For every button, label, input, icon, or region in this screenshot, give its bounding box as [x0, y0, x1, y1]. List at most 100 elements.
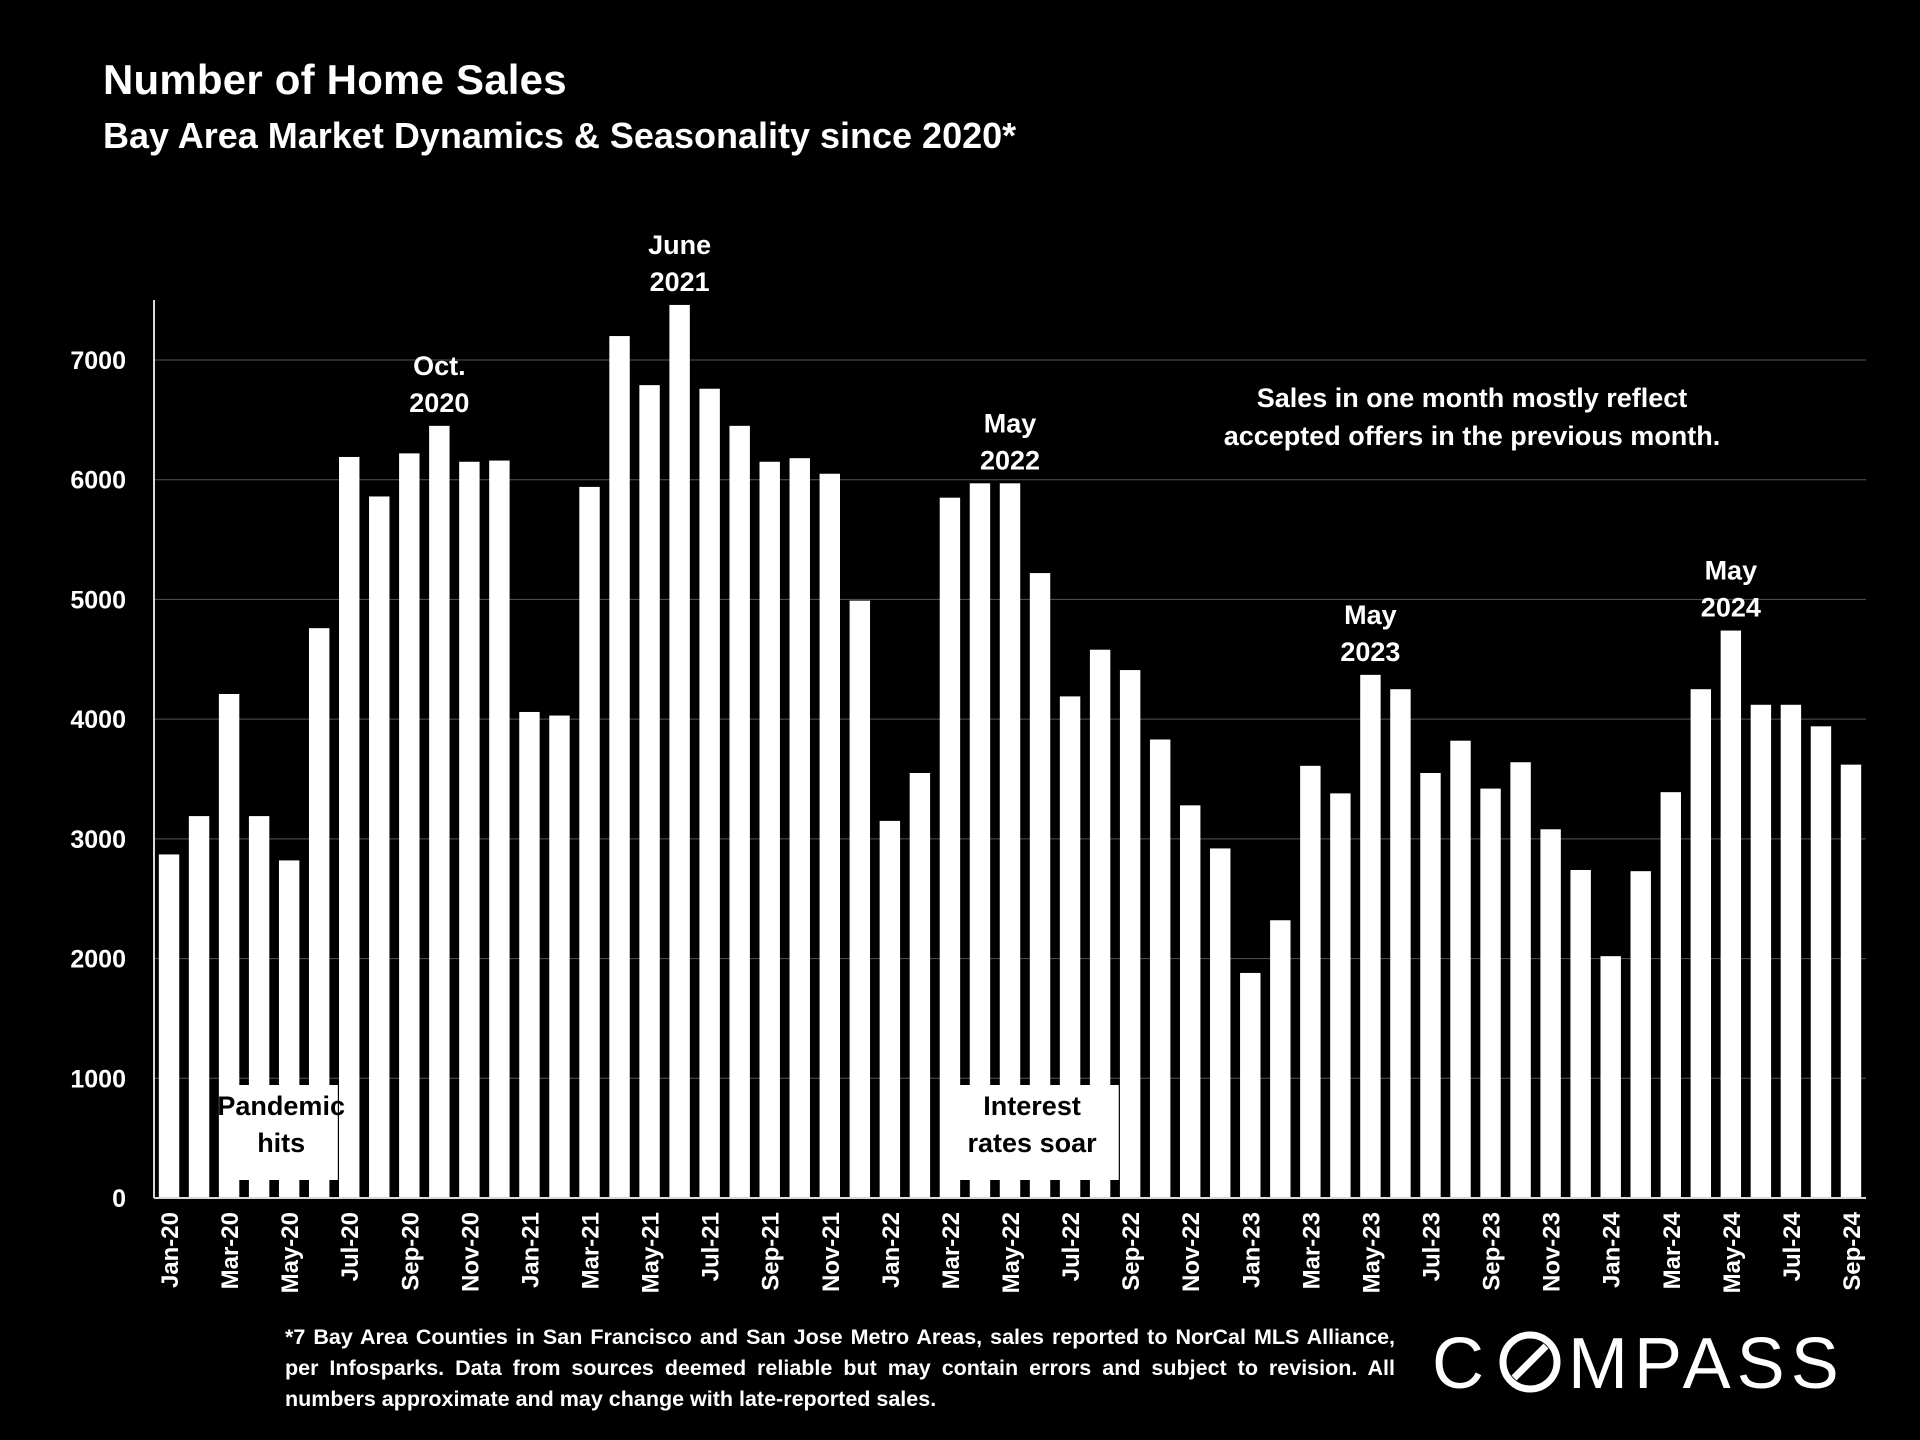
peak-annotation: May: [1344, 600, 1397, 630]
compass-logo: C MPASS: [1432, 1324, 1842, 1404]
bar-Oct-20: [429, 425, 450, 1199]
bar-Feb-22: [909, 773, 931, 1198]
callout-label: Interest: [983, 1091, 1081, 1121]
y-tick-label: 7000: [70, 347, 126, 375]
x-tick-label: May-20: [277, 1212, 304, 1293]
bar-Dec-22: [1210, 848, 1231, 1198]
x-tick-label: May-22: [998, 1212, 1025, 1293]
x-tick-label: Jul-22: [1058, 1212, 1085, 1281]
bar-Mar-24: [1660, 792, 1681, 1198]
chart-note: accepted offers in the previous month.: [1224, 421, 1721, 451]
bar-Apr-24: [1690, 689, 1712, 1198]
x-tick-label: Jan-22: [878, 1212, 905, 1288]
x-tick-label: Jan-21: [517, 1212, 544, 1288]
bar-Jun-21: [669, 304, 690, 1198]
bar-Mar-21: [579, 486, 600, 1198]
bar-Jan-24: [1600, 956, 1621, 1198]
bar-Nov-21: [819, 473, 840, 1199]
peak-annotation: May: [1705, 556, 1758, 586]
x-tick-label: Nov-22: [1178, 1212, 1205, 1292]
bar-Jul-21: [699, 388, 720, 1199]
callout-label: Pandemic: [217, 1091, 345, 1121]
x-tick-label: Jul-24: [1779, 1211, 1806, 1281]
bar-Jan-22: [879, 820, 901, 1198]
x-tick-label: May-23: [1358, 1212, 1385, 1293]
x-tick-label: Mar-23: [1298, 1212, 1325, 1289]
axes: 0 1000 2000 3000 4000 5000 6000 7000 Jan-20 Mar-2…: [70, 300, 1866, 1293]
x-tick-label: Jan-20: [157, 1212, 184, 1288]
bar-Feb-20: [188, 816, 210, 1198]
x-tick-label: Mar-20: [217, 1212, 244, 1289]
callout-box: [224, 1085, 338, 1180]
peak-annotation: 2020: [409, 388, 469, 418]
bar-May-24: [1720, 630, 1742, 1198]
logo-letters-before: C: [1432, 1324, 1490, 1404]
bar-May-21: [639, 385, 660, 1198]
peak-annotation: 2024: [1701, 593, 1761, 623]
x-tick-label: May-24: [1719, 1211, 1746, 1293]
peak-annotation: Oct.: [413, 351, 466, 381]
bar-Dec-20: [489, 460, 510, 1198]
x-tick-label: Sep-21: [758, 1212, 785, 1291]
bar-Oct-22: [1149, 739, 1171, 1198]
bar-Sep-23: [1480, 788, 1501, 1198]
x-tick-label: Jan-24: [1599, 1211, 1626, 1288]
bar-Mar-20: [218, 694, 240, 1198]
bar-Jan-23: [1240, 972, 1261, 1198]
bar-Apr-22: [969, 483, 991, 1198]
x-tick-label: Jul-21: [698, 1212, 725, 1281]
y-tick-label: 3000: [70, 826, 126, 854]
x-tick-label: Mar-22: [938, 1212, 965, 1289]
x-tick-label: Nov-21: [818, 1212, 845, 1292]
chart-note: Sales in one month mostly reflect: [1257, 383, 1688, 413]
chart-subtitle: Bay Area Market Dynamics & Seasonality s…: [103, 115, 1017, 156]
bar-Mar-22: [939, 497, 961, 1198]
bar-Oct-23: [1510, 762, 1531, 1198]
y-tick-label: 4000: [70, 706, 126, 734]
bar-May-23: [1360, 674, 1381, 1198]
callout-label: hits: [257, 1128, 305, 1158]
bar-Jul-22: [1059, 696, 1081, 1198]
y-tick-label: 5000: [70, 586, 126, 614]
bar-Feb-23: [1270, 920, 1291, 1198]
chart-title: Number of Home Sales: [103, 56, 567, 103]
x-tick-label: Jan-23: [1238, 1212, 1265, 1288]
bar-May-22: [999, 483, 1021, 1198]
bar-Sep-21: [759, 461, 780, 1198]
peak-annotation: May: [984, 408, 1037, 438]
y-tick-label: 2000: [70, 946, 126, 974]
bar-Aug-23: [1450, 740, 1471, 1198]
callout-box: [945, 1085, 1119, 1180]
bar-Apr-23: [1330, 793, 1351, 1198]
bar-Jul-23: [1420, 773, 1441, 1198]
bar-Jul-24: [1780, 704, 1802, 1198]
bar-Jun-22: [1029, 573, 1051, 1198]
bar-Jun-20: [308, 628, 330, 1198]
footnote: *7 Bay Area Counties in San Francisco an…: [285, 1325, 1395, 1411]
bar-Jun-23: [1390, 689, 1411, 1198]
y-tick-label: 1000: [70, 1065, 126, 1093]
x-tick-label: Jul-23: [1418, 1212, 1445, 1281]
x-tick-label: Nov-20: [457, 1212, 484, 1292]
callout-label: rates soar: [968, 1128, 1098, 1158]
x-tick-label: Sep-22: [1118, 1212, 1145, 1291]
logo-o-mark: [1499, 1331, 1561, 1393]
x-tick-label: Mar-21: [578, 1212, 605, 1289]
bar-Sep-24: [1840, 764, 1862, 1198]
x-tick-label: Sep-24: [1839, 1211, 1866, 1290]
bar-Aug-24: [1810, 726, 1832, 1198]
y-tick-label: 0: [112, 1185, 126, 1213]
x-tick-label: May-21: [638, 1212, 665, 1293]
bars: [158, 304, 1862, 1199]
x-tick-label: Mar-24: [1659, 1211, 1686, 1289]
x-tick-label: Jul-20: [337, 1212, 364, 1281]
x-tick-label: Sep-20: [397, 1212, 424, 1291]
bar-Jan-20: [158, 854, 180, 1198]
bar-Aug-21: [729, 425, 750, 1199]
bar-Nov-23: [1540, 829, 1561, 1198]
logo-letters-after: MPASS: [1568, 1324, 1842, 1404]
bar-Feb-24: [1630, 871, 1651, 1198]
bar-Mar-23: [1300, 765, 1321, 1198]
bar-Aug-20: [369, 496, 390, 1199]
